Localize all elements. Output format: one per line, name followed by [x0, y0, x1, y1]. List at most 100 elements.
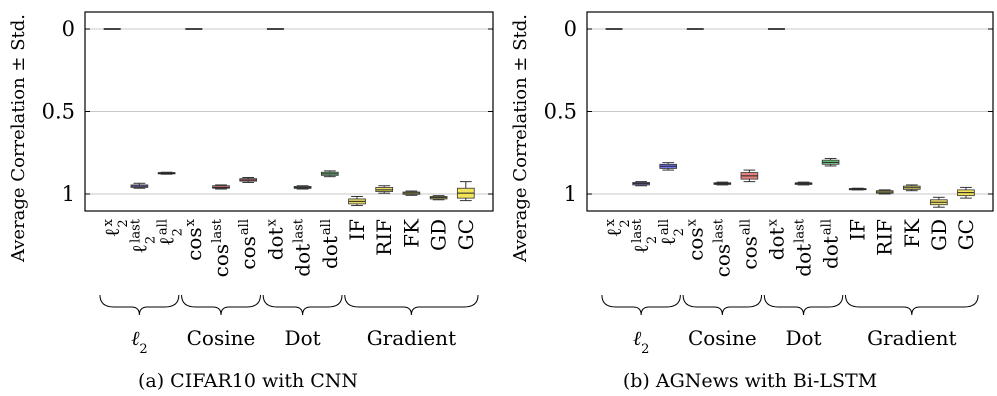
tick-sup: all	[318, 219, 333, 235]
tick-base: FK	[900, 218, 924, 248]
x-tick-label-8: dotall	[318, 219, 342, 269]
tick-sup: last	[291, 218, 306, 243]
group-brace	[844, 294, 979, 316]
box-6	[266, 28, 284, 30]
group-brace	[682, 294, 763, 316]
panel-caption: (a) CIFAR10 with CNN	[138, 370, 358, 392]
box-4	[713, 181, 732, 186]
x-tick-label-3: cosx	[182, 218, 206, 261]
group-label-1: Cosine	[688, 326, 757, 350]
tick-base: RIF	[873, 219, 897, 256]
tick-base: cos	[737, 236, 761, 270]
group-brace	[262, 294, 343, 316]
x-tick-label-2: ℓ2all	[656, 219, 687, 246]
tick-base: ℓ	[629, 244, 653, 254]
box-8	[821, 158, 840, 167]
group-label-sub: 2	[641, 342, 649, 357]
group-label-3: Gradient	[867, 326, 956, 350]
tick-base: dot	[792, 244, 816, 277]
box-4	[212, 184, 230, 190]
tick-base: GD	[927, 219, 951, 251]
tick-base: ℓ	[602, 228, 626, 238]
tick-base: cos	[683, 227, 707, 261]
tick-sup: x	[603, 218, 618, 226]
box-5	[740, 169, 759, 183]
box-3	[185, 28, 203, 30]
tick-sub: 2	[143, 236, 158, 244]
box-7	[794, 181, 813, 186]
tick-sup: all	[738, 219, 753, 235]
tick-base: GD	[427, 219, 451, 251]
tick-sub: 2	[672, 228, 687, 236]
tick-base: RIF	[372, 219, 396, 256]
group-label-sub: 2	[139, 342, 147, 357]
x-tick-label-7: dotlast	[291, 218, 315, 276]
x-tick-label-4: coslast	[209, 218, 233, 277]
tick-sup: all	[819, 219, 834, 235]
x-tick-label-4: coslast	[710, 218, 734, 277]
x-tick-label-7: dotlast	[792, 218, 816, 276]
tick-base: FK	[399, 218, 423, 248]
tick-sub: 2	[170, 228, 185, 236]
tick-sup: all	[155, 219, 170, 235]
tick-sub: 2	[618, 219, 633, 227]
box-2	[157, 171, 176, 175]
tick-sup: last	[128, 218, 143, 243]
y-tick-label: 0.5	[544, 100, 577, 124]
box-11	[402, 190, 421, 196]
tick-sub: 2	[116, 219, 131, 227]
box-10	[875, 189, 894, 195]
group-label-2: Dot	[785, 326, 821, 350]
box-8	[320, 170, 339, 178]
box-9	[848, 187, 867, 191]
group-brace	[99, 294, 180, 316]
tick-sup: all	[657, 219, 672, 235]
tick-sup: last	[792, 218, 807, 243]
box-6	[768, 28, 785, 30]
box-1	[130, 182, 149, 189]
tick-base: dot	[764, 227, 788, 260]
group-label-3: Gradient	[367, 326, 456, 350]
tick-base: cos	[710, 244, 734, 278]
x-tick-label-8: dotall	[819, 219, 843, 269]
x-tick-label-5: cosall	[737, 219, 761, 270]
tick-base: GC	[454, 219, 478, 250]
box-0	[103, 28, 121, 30]
group-label-0: ℓ2	[633, 326, 650, 357]
box-13	[957, 186, 975, 199]
x-tick-label-11: FK	[399, 218, 423, 248]
y-axis-label: Average Correlation ± Std.	[8, 14, 29, 263]
group-brace	[763, 294, 844, 316]
tick-base: cos	[182, 227, 206, 261]
x-tick-label-9: IF	[345, 219, 369, 241]
box-10	[375, 185, 394, 194]
tick-sup: last	[711, 218, 726, 243]
group-label-base: ℓ	[633, 326, 642, 350]
tick-base: dot	[291, 244, 315, 277]
x-tick-label-5: cosall	[236, 219, 260, 270]
x-tick-label-13: GC	[454, 219, 478, 250]
x-tick-label-10: RIF	[372, 219, 396, 256]
x-tick-label-6: dotx	[764, 218, 788, 260]
tick-base: IF	[345, 219, 369, 241]
tick-base: ℓ	[127, 244, 151, 254]
group-label-base: ℓ	[131, 326, 140, 350]
x-tick-label-0: ℓ2x	[100, 218, 131, 237]
y-tick-label: 0	[564, 17, 577, 41]
tick-sup: last	[630, 218, 645, 243]
group-brace	[601, 294, 681, 316]
box-1	[632, 181, 650, 187]
tick-base: GC	[954, 219, 978, 250]
group-brace	[344, 294, 479, 316]
x-tick-label-1: ℓ2last	[127, 218, 158, 253]
tick-base: ℓ	[155, 236, 179, 246]
group-label-2: Dot	[285, 326, 321, 350]
tick-base: cos	[236, 236, 260, 270]
x-tick-label-6: dotx	[263, 218, 287, 260]
box-12	[429, 195, 448, 201]
group-label-0: ℓ2	[131, 326, 148, 357]
x-tick-label-3: cosx	[683, 218, 707, 261]
